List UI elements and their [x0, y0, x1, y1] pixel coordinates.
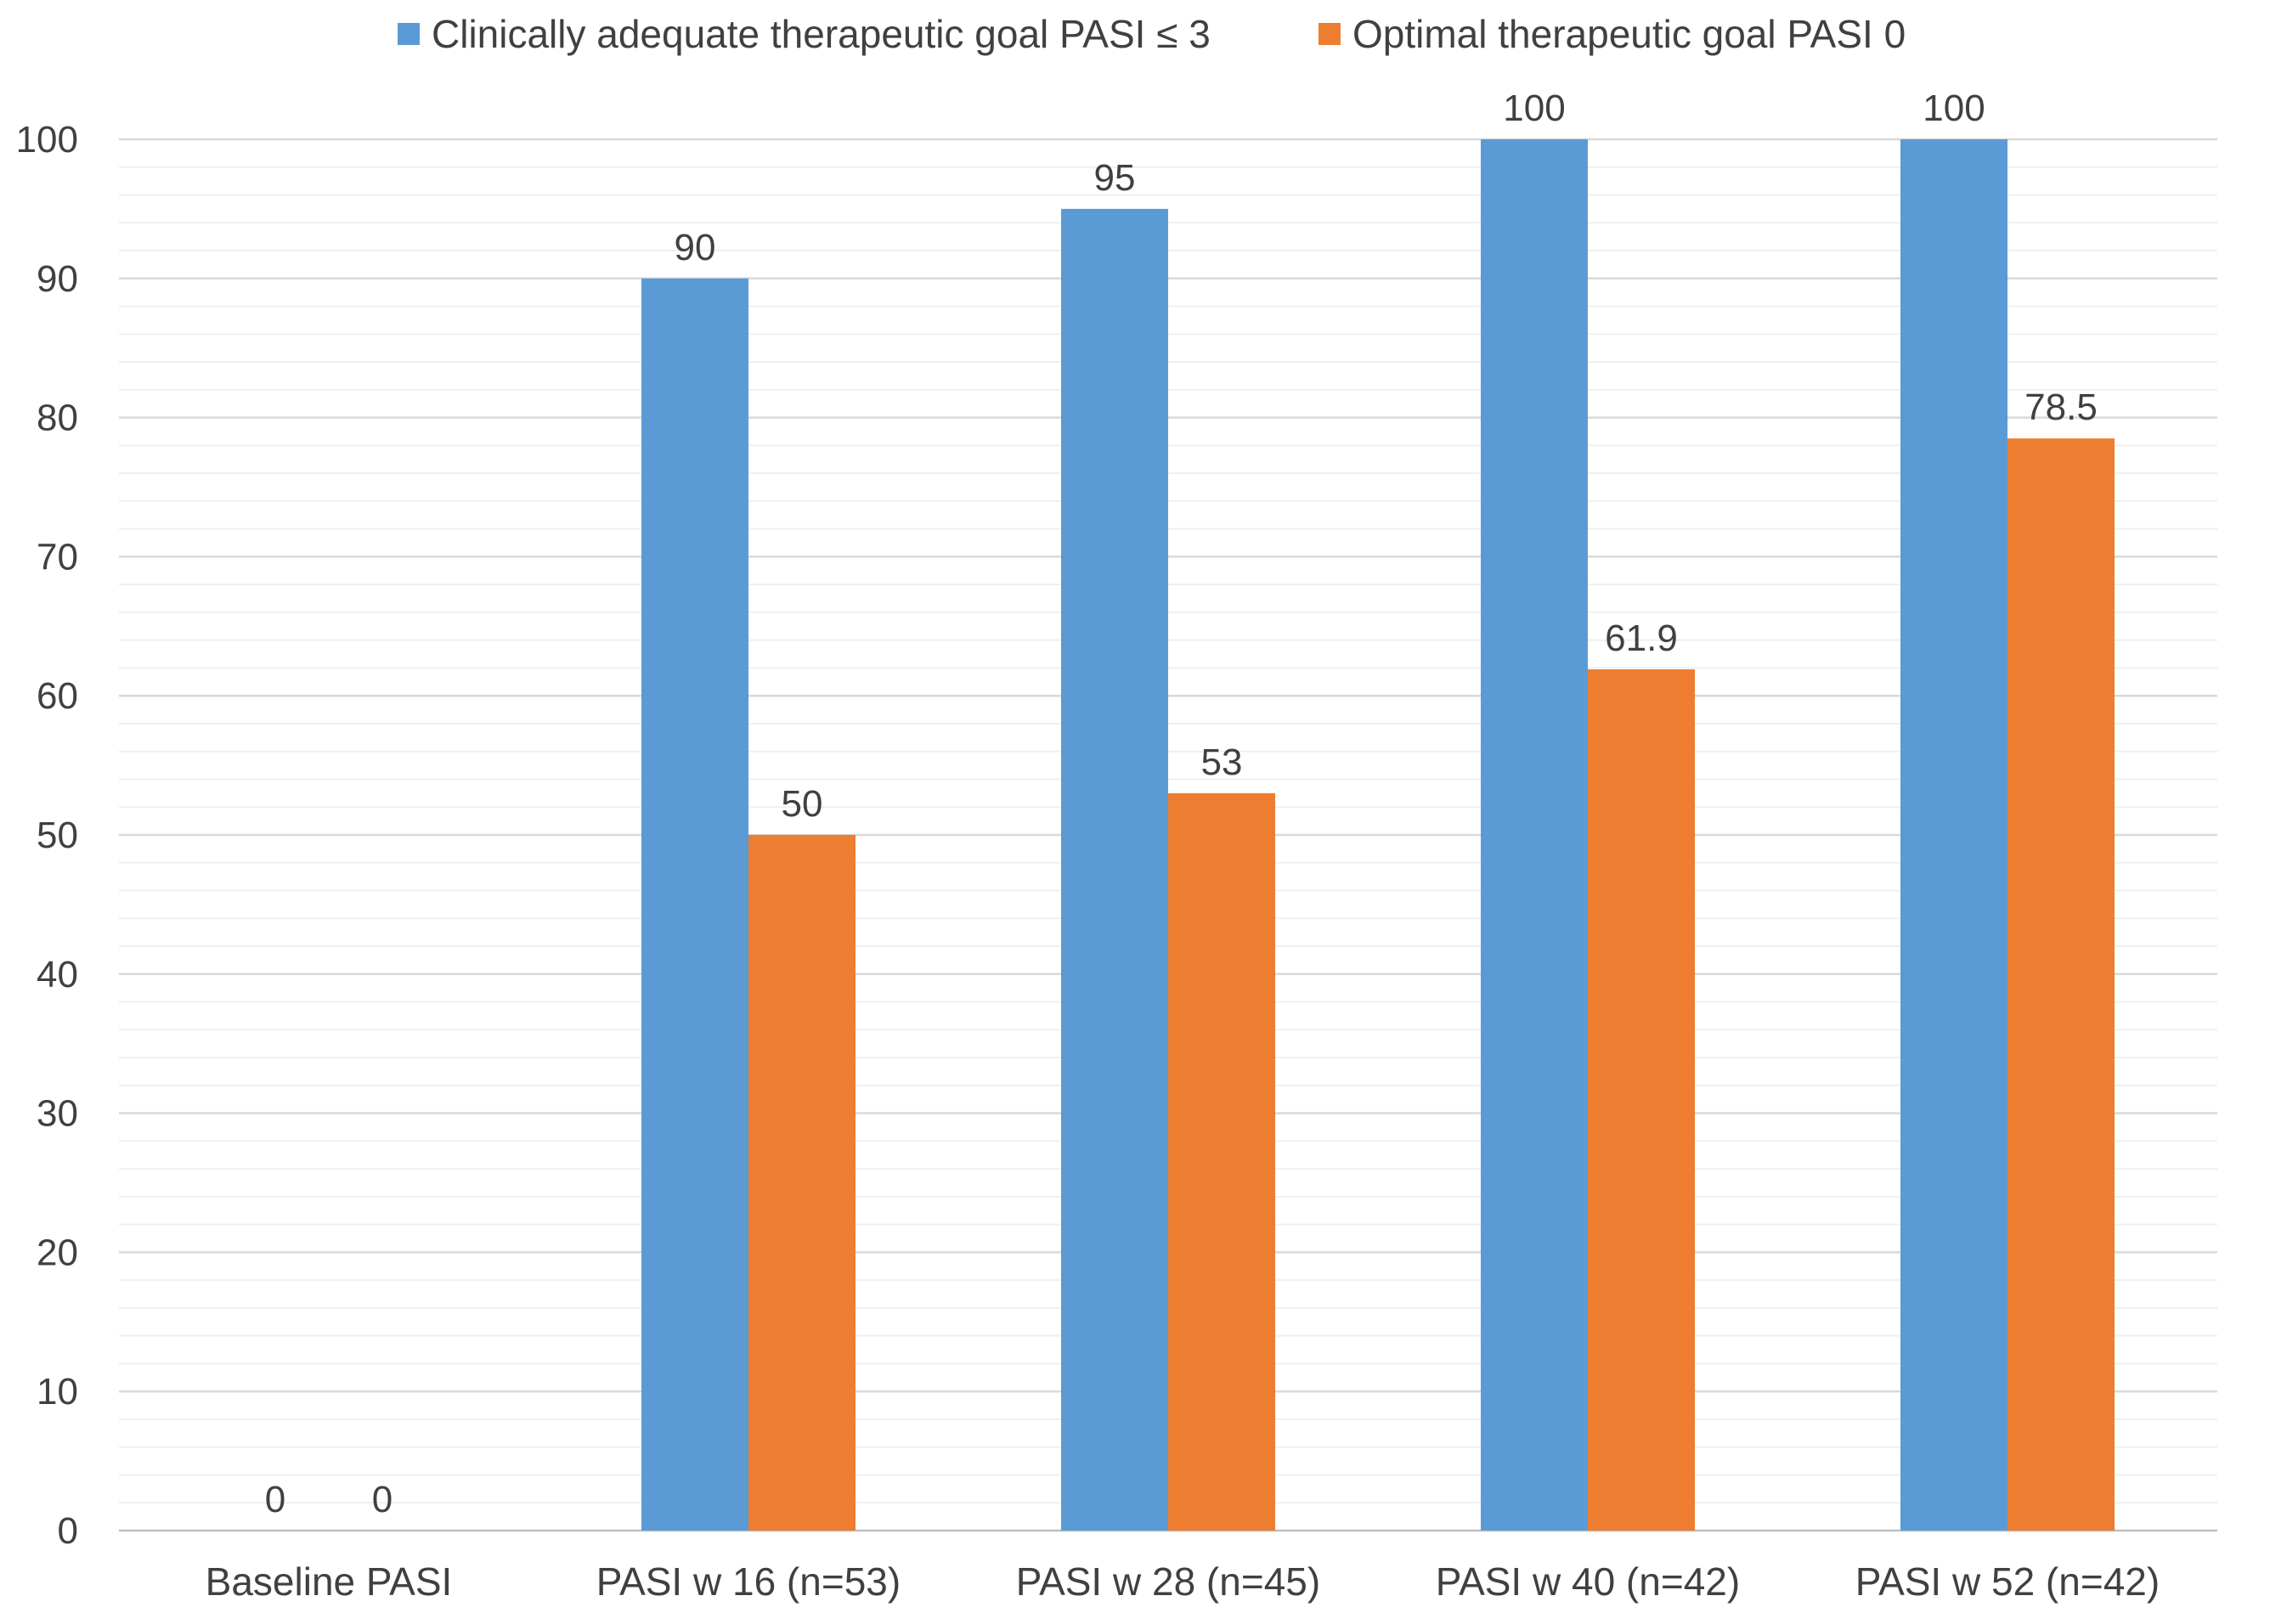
data-label: 50	[782, 783, 823, 825]
y-tick-label: 20	[37, 1232, 78, 1273]
y-tick-label: 90	[37, 258, 78, 300]
legend-swatch-optimal	[1319, 23, 1341, 45]
legend-label-clinically-adequate: Clinically adequate therapeutic goal PAS…	[432, 12, 1211, 56]
data-label: 78.5	[2024, 386, 2098, 428]
bars-layer	[641, 139, 2115, 1531]
x-category-label: PASI w 28 (n=45)	[1016, 1559, 1320, 1604]
bar-clinically-adequate-2	[1061, 208, 1168, 1531]
bar-optimal-4	[2007, 438, 2115, 1531]
x-category-label: Baseline PASI	[206, 1559, 453, 1604]
x-category-label: PASI w 40 (n=42)	[1436, 1559, 1740, 1604]
legend-swatch-clinically-adequate	[398, 23, 420, 45]
bar-optimal-3	[1588, 669, 1695, 1531]
x-axis: Baseline PASI PASI w 16 (n=53) PASI w 28 (…	[206, 1559, 2160, 1604]
y-tick-label: 50	[37, 815, 78, 856]
data-label: 100	[1923, 87, 1985, 129]
data-label: 95	[1094, 157, 1136, 199]
legend-label-optimal: Optimal therapeutic goal PASI 0	[1352, 12, 1906, 56]
legend: Clinically adequate therapeutic goal PAS…	[398, 12, 1906, 56]
data-label: 0	[372, 1479, 392, 1520]
bar-clinically-adequate-3	[1481, 139, 1588, 1531]
x-category-label: PASI w 16 (n=53)	[596, 1559, 901, 1604]
y-tick-label: 80	[37, 398, 78, 439]
y-axis: 0 10 20 30 40 50 60 70 80 90 100	[16, 119, 78, 1552]
y-tick-label: 0	[58, 1510, 78, 1552]
data-label: 53	[1201, 742, 1243, 783]
x-category-label: PASI w 52 (n=42)	[1855, 1559, 2160, 1604]
y-tick-label: 10	[37, 1371, 78, 1413]
data-label: 100	[1503, 87, 1565, 129]
data-label: 90	[675, 227, 716, 268]
data-label: 0	[265, 1479, 285, 1520]
bar-clinically-adequate-4	[1900, 139, 2007, 1531]
y-tick-label: 60	[37, 675, 78, 717]
y-tick-label: 30	[37, 1093, 78, 1135]
y-tick-label: 40	[37, 954, 78, 995]
data-label: 61.9	[1605, 617, 1678, 659]
y-tick-label: 70	[37, 536, 78, 578]
y-tick-label: 100	[16, 119, 78, 161]
bar-optimal-2	[1168, 792, 1275, 1531]
bar-clinically-adequate-1	[641, 278, 748, 1531]
bar-optimal-1	[748, 835, 855, 1531]
data-labels-layer: 0 0 90 50 95 53 100 61.9 100 78.5	[265, 87, 2098, 1520]
